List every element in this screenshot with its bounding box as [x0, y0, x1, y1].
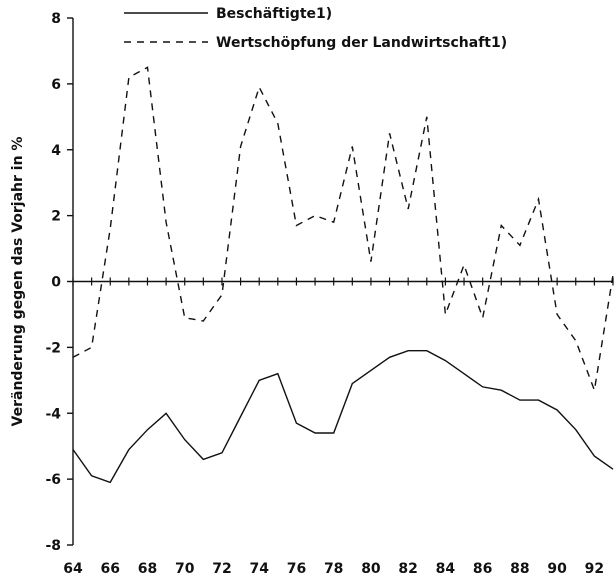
- y-tick-label: -8: [45, 538, 61, 554]
- x-ticks: 64 66 68 70 72 74 76 78 80 82 84 86 88 90 92: [63, 277, 614, 577]
- x-tick-label: 70: [175, 561, 195, 577]
- series-line-beschaeftigte: [72, 350, 614, 484]
- x-tick-label: 88: [510, 561, 529, 577]
- x-tick-label: 80: [361, 561, 381, 577]
- x-tick-label: 74: [249, 561, 269, 577]
- x-tick-label: 76: [287, 561, 306, 577]
- y-tick-label: 6: [51, 77, 61, 93]
- y-tick-label: 0: [51, 275, 61, 291]
- y-tick-label: 8: [51, 11, 61, 27]
- legend-label: Wertschöpfung der Landwirtschaft1): [216, 35, 507, 51]
- series-line-wertschoepfung: [72, 66, 614, 393]
- legend: Beschäftigte1) Wertschöpfung der Landwirt…: [124, 6, 507, 51]
- axes: [72, 18, 613, 545]
- x-tick-label: 78: [324, 561, 343, 577]
- x-tick-label: 64: [63, 561, 83, 577]
- x-tick-label: 66: [100, 561, 119, 577]
- x-tick-label: 84: [436, 561, 456, 577]
- x-tick-label: 82: [398, 561, 417, 577]
- legend-label: Beschäftigte1): [216, 6, 332, 22]
- x-tick-label: 86: [473, 561, 492, 577]
- x-tick-label: 68: [138, 561, 157, 577]
- y-tick-label: -2: [45, 340, 61, 356]
- series-group: [72, 66, 614, 484]
- x-tick-label: 90: [547, 561, 567, 577]
- x-tick-label: 72: [212, 561, 231, 577]
- y-tick-label: 2: [51, 209, 61, 225]
- y-tick-label: 4: [51, 143, 61, 159]
- x-tick-label: 92: [585, 561, 604, 577]
- y-tick-label: -4: [45, 406, 61, 422]
- y-ticks: 8 6 4 2 0 -2 -4 -6 -8: [45, 11, 73, 554]
- y-axis-title: Veränderung gegen das Vorjahr in %: [10, 137, 26, 427]
- y-tick-label: -6: [45, 472, 61, 488]
